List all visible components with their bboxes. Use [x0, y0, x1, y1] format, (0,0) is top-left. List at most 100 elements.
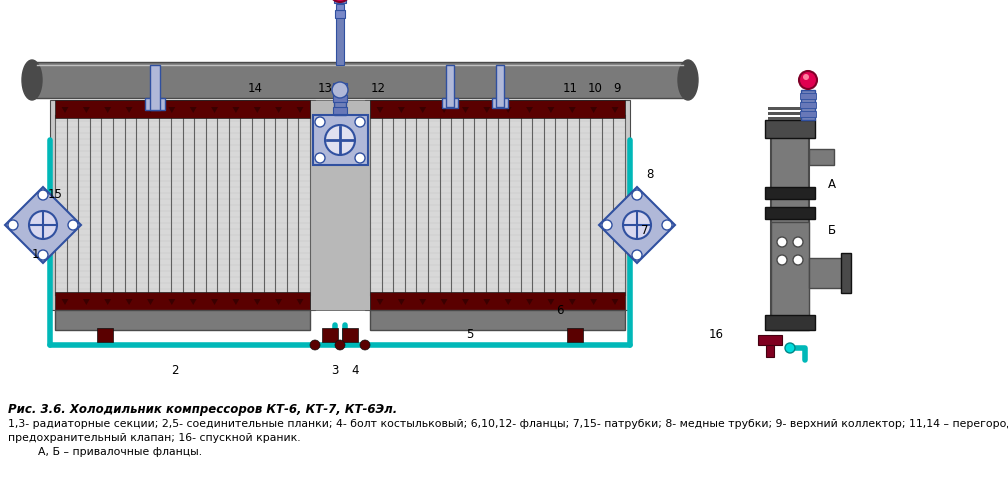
Bar: [370, 310, 625, 330]
Text: 15: 15: [47, 188, 62, 202]
Bar: [768, 107, 812, 110]
Circle shape: [314, 153, 325, 163]
Circle shape: [803, 74, 809, 80]
Circle shape: [332, 82, 348, 98]
Ellipse shape: [678, 60, 698, 100]
Bar: [336, 4, 344, 10]
Circle shape: [662, 220, 672, 230]
Text: А: А: [828, 179, 836, 191]
Bar: [800, 93, 816, 99]
Bar: [55, 292, 310, 310]
Polygon shape: [599, 187, 675, 263]
Bar: [150, 65, 160, 110]
Bar: [370, 292, 625, 310]
Circle shape: [623, 211, 651, 239]
Text: Рис. 3.6. Холодильник компрессоров КТ-6, КТ-7, КТ-6Эл.: Рис. 3.6. Холодильник компрессоров КТ-6,…: [8, 403, 397, 416]
Bar: [313, 115, 368, 165]
Circle shape: [38, 250, 48, 260]
Circle shape: [355, 153, 365, 163]
Circle shape: [793, 255, 803, 265]
Circle shape: [330, 0, 350, 2]
Text: Б: Б: [828, 224, 836, 237]
Bar: [765, 207, 815, 219]
Bar: [336, 15, 344, 65]
Text: А, Б – привалочные фланцы.: А, Б – привалочные фланцы.: [38, 447, 203, 457]
Text: 7: 7: [641, 224, 649, 237]
Text: 6: 6: [556, 303, 563, 317]
Bar: [342, 328, 358, 342]
Bar: [768, 112, 812, 115]
Circle shape: [29, 211, 57, 239]
Text: 14: 14: [248, 81, 262, 94]
Text: предохранительный клапан; 16- спускной краник.: предохранительный клапан; 16- спускной к…: [8, 433, 300, 443]
Bar: [333, 95, 347, 102]
Circle shape: [335, 340, 345, 350]
Text: 1: 1: [31, 248, 38, 262]
Bar: [809, 149, 834, 165]
Bar: [442, 98, 458, 108]
Bar: [496, 65, 504, 107]
Circle shape: [325, 125, 355, 155]
Bar: [310, 100, 370, 310]
Bar: [841, 253, 851, 293]
Bar: [334, 0, 346, 3]
Bar: [55, 115, 310, 295]
Bar: [446, 65, 454, 107]
Text: 10: 10: [588, 81, 603, 94]
Bar: [55, 310, 310, 330]
Text: 12: 12: [371, 81, 385, 94]
Bar: [771, 125, 809, 330]
Text: 1,3- радиаторные секции; 2,5- соединительные планки; 4- болт костыльковый; 6,10,: 1,3- радиаторные секции; 2,5- соединител…: [8, 419, 1008, 429]
Text: 13: 13: [318, 81, 333, 94]
Bar: [800, 102, 816, 108]
Bar: [333, 107, 347, 114]
Bar: [801, 90, 815, 120]
Bar: [768, 117, 812, 120]
Bar: [97, 328, 113, 342]
Bar: [55, 100, 310, 118]
Bar: [765, 120, 815, 138]
Circle shape: [777, 237, 787, 247]
Bar: [566, 328, 583, 342]
Bar: [492, 98, 508, 108]
Text: 11: 11: [562, 81, 578, 94]
Polygon shape: [5, 187, 81, 263]
Text: 3: 3: [332, 363, 339, 376]
Circle shape: [785, 343, 795, 353]
Text: 4: 4: [351, 363, 359, 376]
Bar: [809, 258, 844, 288]
Bar: [370, 100, 625, 118]
Bar: [335, 10, 345, 18]
Circle shape: [355, 117, 365, 127]
Circle shape: [38, 190, 48, 200]
Text: 8: 8: [646, 169, 653, 182]
Circle shape: [8, 220, 18, 230]
Bar: [32, 62, 688, 98]
Text: 9: 9: [613, 81, 621, 94]
Text: 5: 5: [467, 329, 474, 341]
Circle shape: [314, 117, 325, 127]
Ellipse shape: [22, 60, 42, 100]
Circle shape: [602, 220, 612, 230]
Bar: [758, 335, 782, 345]
Bar: [50, 100, 314, 310]
Circle shape: [68, 220, 78, 230]
Bar: [145, 98, 165, 110]
Circle shape: [793, 237, 803, 247]
Text: 2: 2: [171, 363, 178, 376]
Bar: [334, 95, 346, 115]
Circle shape: [632, 190, 642, 200]
Circle shape: [310, 340, 320, 350]
Bar: [765, 187, 815, 199]
Bar: [771, 222, 809, 330]
Bar: [370, 115, 625, 295]
Bar: [766, 345, 774, 357]
Bar: [333, 83, 347, 90]
Circle shape: [777, 255, 787, 265]
Bar: [322, 328, 338, 342]
Bar: [765, 315, 815, 330]
Bar: [365, 100, 630, 310]
Circle shape: [632, 250, 642, 260]
Circle shape: [799, 71, 817, 89]
Bar: [800, 111, 816, 117]
